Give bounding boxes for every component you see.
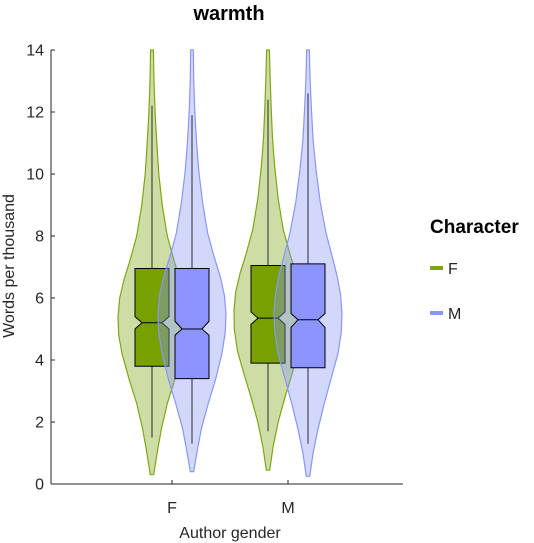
y-tick-label: 8 <box>35 229 44 246</box>
chart-title: warmth <box>192 3 264 25</box>
y-axis: 0 2 4 6 8 10 12 14 <box>26 43 55 494</box>
y-tick-label: 4 <box>35 353 44 370</box>
legend-label-M: M <box>448 306 461 323</box>
legend-title: Character <box>430 217 519 238</box>
y-tick-label: 2 <box>35 415 44 432</box>
y-tick-label: 10 <box>26 167 44 184</box>
x-tick-label: M <box>281 500 294 517</box>
y-tick-label: 0 <box>35 477 44 494</box>
y-axis-title: Words per thousand <box>1 194 18 338</box>
y-tick-label: 12 <box>26 105 44 122</box>
box-M-M <box>290 263 326 369</box>
box-M-F <box>174 268 210 380</box>
y-tick-label: 6 <box>35 291 44 308</box>
x-tick-label: F <box>167 500 177 517</box>
legend: Character F M <box>430 217 519 323</box>
x-axis-title: Author gender <box>179 525 281 542</box>
plot-area <box>117 49 343 477</box>
legend-label-F: F <box>448 261 458 278</box>
y-tick-label: 14 <box>26 43 44 60</box>
